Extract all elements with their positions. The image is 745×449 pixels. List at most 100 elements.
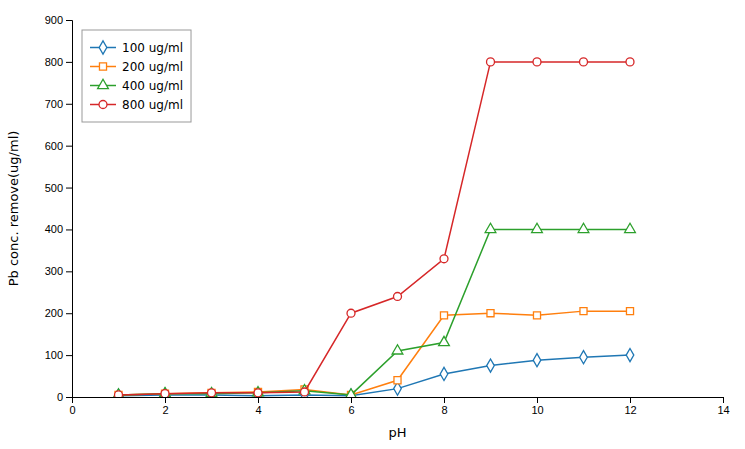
- tick-mark: [66, 20, 72, 21]
- point: [532, 223, 543, 232]
- tick-mark: [630, 397, 631, 403]
- tick-mark: [66, 271, 72, 272]
- legend-symbol: [99, 41, 107, 54]
- tick-mark: [258, 397, 259, 403]
- tick: 6: [348, 397, 354, 416]
- legend-box: [82, 30, 191, 122]
- tick-label: 4: [255, 404, 261, 416]
- point: [113, 389, 124, 397]
- tick-mark: [66, 146, 72, 147]
- tick-label: 800: [45, 56, 63, 68]
- point: [208, 389, 215, 396]
- point: [160, 387, 171, 396]
- tick-label: 0: [57, 391, 63, 403]
- tick-mark: [537, 397, 538, 403]
- series-line: [119, 229, 631, 394]
- point: [161, 390, 169, 397]
- chart: 0 2 4 6 8 10 12 14 0 100 200 300 400 500 600 700 800 900 1…: [0, 0, 745, 449]
- point: [580, 58, 588, 66]
- point: [626, 349, 634, 362]
- legend-symbol: [99, 63, 106, 70]
- point: [301, 388, 309, 396]
- tick-mark: [165, 397, 166, 403]
- tick-label: 600: [45, 140, 63, 152]
- point: [115, 391, 122, 397]
- tick: 300: [45, 265, 72, 277]
- tick-label: 500: [45, 182, 63, 194]
- point: [208, 388, 216, 397]
- tick-mark: [66, 62, 72, 63]
- tick-mark: [444, 397, 445, 403]
- tick: 8: [441, 397, 447, 416]
- point: [533, 58, 541, 66]
- point: [161, 388, 169, 397]
- point: [625, 223, 636, 232]
- tick: 500: [45, 182, 72, 194]
- series-line: [119, 311, 631, 395]
- x-axis: 0 2 4 6 8 10 12 14: [69, 397, 729, 416]
- point: [439, 336, 450, 345]
- legend-item: 400 ug/ml: [90, 79, 183, 93]
- tick-label: 700: [45, 98, 63, 110]
- legend-item: 800 ug/ml: [90, 98, 183, 112]
- point: [440, 255, 448, 263]
- tick: 600: [45, 140, 72, 152]
- legend-item: 100 ug/ml: [90, 41, 183, 55]
- tick-label: 6: [348, 404, 354, 416]
- legend-label: 100 ug/ml: [122, 41, 183, 55]
- tick-label: 10: [531, 404, 543, 416]
- tick-label: 2: [162, 404, 168, 416]
- point: [440, 367, 448, 380]
- y-axis: 0 100 200 300 400 500 600 700 800 900: [45, 14, 73, 403]
- point: [394, 292, 402, 300]
- tick-mark: [66, 104, 72, 105]
- tick: 0: [69, 397, 75, 416]
- point: [626, 308, 633, 315]
- tick: 700: [45, 98, 72, 110]
- tick-label: 8: [441, 404, 447, 416]
- tick: 4: [255, 397, 261, 416]
- tick: 14: [717, 397, 729, 416]
- tick: 200: [45, 307, 72, 319]
- series-line: [119, 62, 631, 395]
- point: [254, 389, 262, 397]
- tick: 0: [57, 391, 72, 403]
- point: [115, 389, 123, 397]
- point: [346, 389, 357, 397]
- tick-label: 12: [624, 404, 636, 416]
- x-axis-title: pH: [388, 425, 406, 440]
- point: [206, 387, 217, 396]
- tick: 2: [162, 397, 168, 416]
- point: [578, 223, 589, 232]
- tick: 400: [45, 223, 72, 235]
- tick-label: 100: [45, 349, 63, 361]
- tick-mark: [66, 188, 72, 189]
- point: [254, 389, 262, 397]
- tick-label: 200: [45, 307, 63, 319]
- tick-label: 14: [717, 404, 729, 416]
- legend: 100 ug/ml 200 ug/ml 400 ug/ml 800 ug/ml: [82, 30, 191, 122]
- tick-mark: [66, 229, 72, 230]
- point: [253, 387, 264, 396]
- legend-label: 200 ug/ml: [122, 60, 183, 74]
- tick: 800: [45, 56, 72, 68]
- tick: 10: [531, 397, 543, 416]
- tick-mark: [723, 397, 724, 403]
- point: [580, 351, 588, 364]
- legend-symbol: [99, 101, 107, 109]
- point: [487, 310, 494, 317]
- point: [392, 345, 403, 354]
- tick-label: 900: [45, 14, 63, 26]
- tick-label: 300: [45, 265, 63, 277]
- tick: 100: [45, 349, 72, 361]
- tick-mark: [66, 355, 72, 356]
- series-line: [119, 355, 631, 396]
- point: [115, 391, 123, 397]
- legend-label: 800 ug/ml: [122, 98, 183, 112]
- point: [580, 308, 587, 315]
- legend-label: 400 ug/ml: [122, 79, 183, 93]
- tick-label: 0: [69, 404, 75, 416]
- plot-area: 0 2 4 6 8 10 12 14 0 100 200 300 400 500 600 700 800 900 1…: [45, 14, 730, 416]
- tick-mark: [351, 397, 352, 403]
- point: [485, 223, 496, 232]
